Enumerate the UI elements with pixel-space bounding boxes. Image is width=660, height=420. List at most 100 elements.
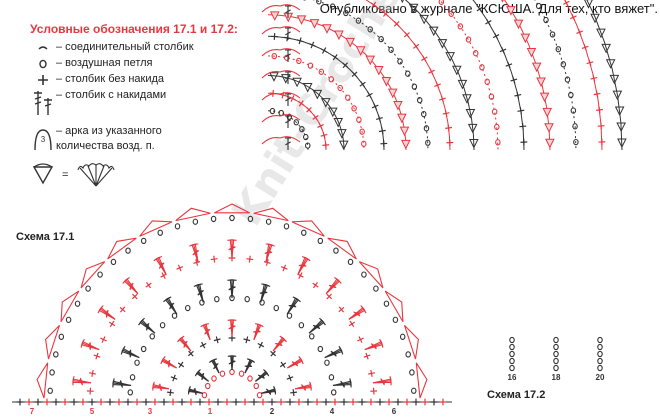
chain-stitch — [308, 333, 315, 340]
single-crochet — [371, 103, 379, 110]
picot-triangle — [506, 6, 516, 16]
single-crochet — [338, 306, 345, 313]
single-crochet — [241, 398, 249, 406]
double-crochet — [325, 278, 342, 295]
row-numbers: 7 5 3 1 2 4 6 16 18 20 — [30, 373, 605, 416]
single-crochet — [348, 320, 356, 328]
chain-stitch — [333, 247, 339, 254]
single-crochet — [332, 54, 339, 61]
picot-triangle — [292, 77, 302, 88]
arch-icon: 3 — [30, 124, 56, 154]
chain-stitch — [140, 345, 147, 353]
picot-triangle — [415, 362, 428, 399]
single-crochet — [492, 32, 500, 40]
column-number: 18 — [552, 373, 561, 382]
chain-stitch — [570, 107, 577, 114]
picot-triangle — [596, 28, 606, 39]
chain-stitch — [303, 133, 309, 141]
single-crochet — [363, 352, 371, 360]
edge-picot — [261, 114, 301, 123]
picot-triangle — [399, 126, 410, 137]
single-crochet — [70, 398, 78, 406]
single-crochet — [176, 264, 184, 272]
double-crochet — [287, 358, 304, 369]
double-crochet — [112, 378, 132, 387]
chain-stitch — [397, 58, 403, 65]
picot-triangle — [333, 117, 344, 128]
chain-stitch — [448, 10, 455, 17]
chain-stitch — [253, 382, 259, 390]
picot-triangle — [400, 0, 404, 4]
single-crochet — [286, 398, 294, 406]
chain-stitch — [328, 374, 335, 381]
picot-triangle — [358, 261, 384, 289]
single-crochet — [290, 389, 297, 396]
picot-triangle — [393, 100, 403, 111]
chain-stitch — [229, 368, 235, 376]
round-arc — [365, 0, 451, 151]
single-crochet — [52, 398, 60, 406]
single-crochet — [205, 398, 213, 406]
picot-triangle — [253, 207, 289, 222]
single-crochet — [25, 398, 33, 406]
chain-stitch — [298, 322, 305, 329]
chain-stitch — [149, 333, 156, 340]
picot-triangle — [501, 0, 504, 3]
chain-stitch — [49, 369, 55, 376]
double-crochet — [285, 71, 291, 84]
picot-triangle — [616, 122, 626, 133]
chain-stitch — [411, 83, 418, 90]
single-crochet — [257, 341, 265, 349]
double-crochet — [178, 335, 192, 352]
single-crochet — [376, 398, 384, 406]
single-crochet — [115, 398, 123, 406]
chain-stitch — [409, 369, 415, 376]
chain-stitch — [465, 36, 472, 43]
single-crochet-icon — [30, 72, 56, 87]
picot-triangle — [513, 19, 524, 30]
equals-sign: = — [62, 168, 69, 181]
double-crochet — [229, 239, 237, 259]
double-crochet — [286, 297, 301, 315]
chain-stitch — [317, 345, 324, 353]
single-crochet — [279, 361, 287, 368]
chain-stitch — [328, 76, 335, 83]
single-crochet — [412, 398, 420, 406]
picot-triangle — [536, 77, 546, 88]
chain-stitch — [425, 139, 431, 146]
single-crochet — [243, 336, 251, 344]
scheme-17-1-label: Схема 17.1 — [16, 231, 75, 243]
single-crochet — [413, 43, 420, 50]
picot-triangle — [617, 138, 627, 149]
double-crochet — [98, 305, 116, 320]
chain-stitch — [74, 300, 81, 307]
single-crochet — [289, 95, 296, 102]
picot-triangle — [320, 98, 331, 108]
picot-triangle — [322, 24, 332, 34]
single-crochet — [598, 138, 606, 146]
picot-triangle — [419, 14, 429, 25]
single-crochet — [79, 398, 87, 406]
picot-triangle — [309, 19, 320, 29]
single-crochet — [485, 19, 492, 26]
single-crochet — [142, 398, 150, 406]
chain-stitch — [286, 113, 293, 120]
chain-stitch — [495, 139, 501, 146]
chain-stitch — [553, 343, 559, 351]
picot-triangle — [337, 129, 347, 139]
chain-stitch — [58, 333, 65, 340]
picot-fan-icon — [74, 163, 118, 187]
legend-label: – столбик с накидами — [56, 89, 167, 101]
single-crochet — [367, 398, 375, 406]
picot-triangle — [36, 362, 49, 399]
legend-label: – воздушная петля — [56, 57, 153, 69]
chain-stitch — [373, 285, 379, 292]
single-crochet — [403, 398, 411, 406]
single-crochet — [43, 398, 51, 406]
picot-triangle — [302, 82, 313, 93]
single-crochet — [358, 398, 366, 406]
chain-stitch — [211, 375, 217, 382]
single-crochet — [187, 398, 195, 406]
single-crochet — [359, 81, 366, 88]
double-crochet — [187, 385, 203, 394]
